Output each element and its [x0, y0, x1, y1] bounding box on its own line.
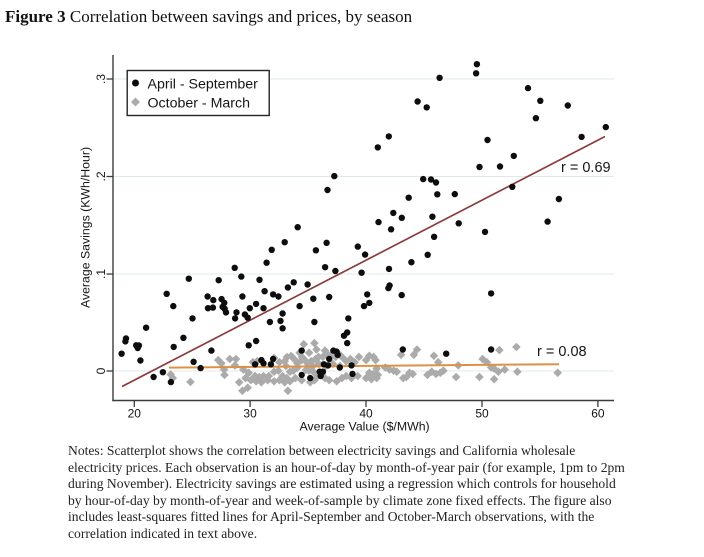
svg-text:r = 0.69: r = 0.69 — [561, 160, 611, 176]
svg-text:20: 20 — [128, 407, 142, 421]
svg-text:50: 50 — [475, 407, 489, 421]
svg-text:.1: .1 — [94, 269, 108, 279]
svg-text:30: 30 — [243, 407, 257, 421]
svg-text:.3: .3 — [94, 74, 108, 84]
svg-text:r = 0.08: r = 0.08 — [537, 344, 587, 360]
svg-text:0: 0 — [94, 367, 108, 374]
svg-text:April - September: April - September — [148, 77, 259, 93]
svg-text:October - March: October - March — [148, 96, 251, 112]
svg-text:.2: .2 — [94, 171, 108, 181]
svg-text:Average Value ($/MWh): Average Value ($/MWh) — [300, 420, 430, 434]
svg-text:60: 60 — [591, 407, 605, 421]
svg-text:Average Savings (KWh/Hour): Average Savings (KWh/Hour) — [79, 147, 93, 308]
svg-text:40: 40 — [359, 407, 373, 421]
